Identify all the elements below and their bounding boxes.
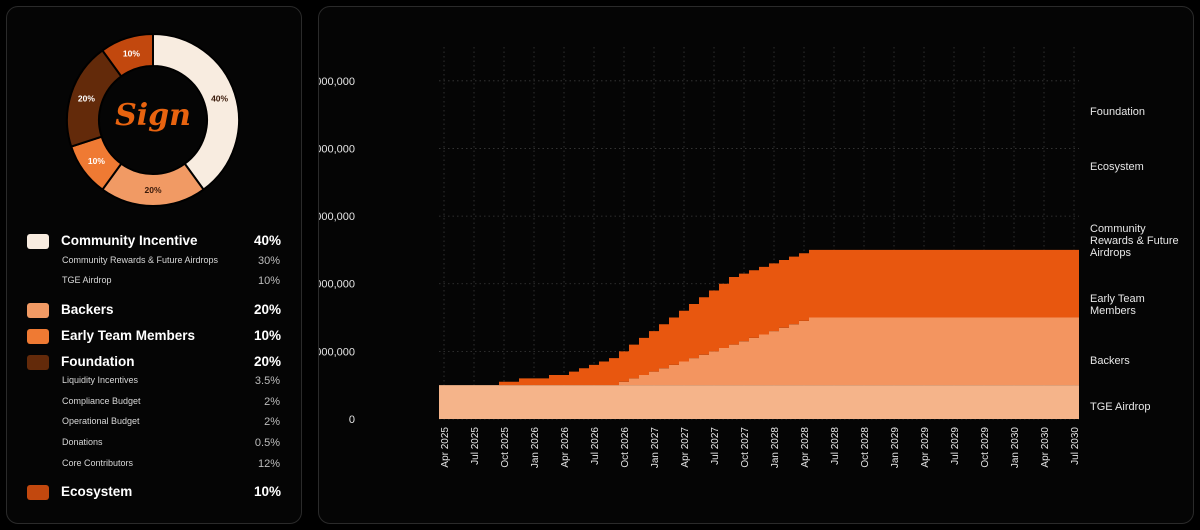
legend-sub-row: Operational Budget 2% xyxy=(62,416,280,430)
donut-slice xyxy=(152,32,240,191)
legend-sub-row: Donations 0.5% xyxy=(62,437,280,451)
y-tick-label: 2,000,000,000 xyxy=(319,346,355,358)
x-tick-label: Jul 2026 xyxy=(590,427,601,465)
area-series xyxy=(439,317,1079,386)
legend-sub-percent: 10% xyxy=(257,275,280,287)
x-tick-label: Oct 2027 xyxy=(740,427,751,468)
allocation-panel: 40% 20% 10% 20% 10% Sign Community Incentive… xyxy=(6,6,302,524)
x-tick-label: Jan 2026 xyxy=(530,427,541,469)
x-tick-label: Jan 2029 xyxy=(890,427,901,469)
vesting-chart-panel: 0 2,000,000,000 4,000,000,000 6,000,000,000… xyxy=(318,6,1194,524)
x-tick-label: Apr 2027 xyxy=(680,427,691,468)
legend-sub-percent: 30% xyxy=(257,255,280,267)
y-tick-label: 10,000,000,000 xyxy=(319,76,355,88)
legend-label: Early Team Members xyxy=(61,328,196,343)
x-tick-label: Apr 2030 xyxy=(1040,427,1051,468)
legend-sub-label: Donations xyxy=(62,437,103,447)
legend-row: Ecosystem 10% xyxy=(27,484,281,504)
legend-sub-label: TGE Airdrop xyxy=(62,275,112,285)
legend-sub-percent: 2% xyxy=(264,416,280,428)
y-tick-label: 0 xyxy=(349,414,355,426)
legend-row: Backers 20% xyxy=(27,302,281,322)
legend-sub-row: TGE Airdrop 10% xyxy=(62,275,280,289)
legend-percent: 10% xyxy=(253,328,281,343)
x-tick-label: Jul 2029 xyxy=(950,427,961,465)
legend-swatch xyxy=(27,485,49,500)
donut-slice-label: 20% xyxy=(144,185,161,195)
legend-sub-row: Liquidity Incentives 3.5% xyxy=(62,375,280,389)
legend-sub-percent: 0.5% xyxy=(254,437,280,449)
legend-sub-label: Operational Budget xyxy=(62,416,140,426)
x-tick-label: Jan 2030 xyxy=(1010,427,1021,469)
legend-row: Early Team Members 10% xyxy=(27,328,281,348)
donut-slice xyxy=(101,32,154,78)
legend-swatch xyxy=(27,234,49,249)
legend-swatch xyxy=(27,355,49,370)
legend-sub-label: Community Rewards & Future Airdrops xyxy=(62,255,219,265)
x-tick-label: Apr 2028 xyxy=(800,427,811,468)
series-label: TGE Airdrop xyxy=(1090,401,1151,413)
legend-label: Community Incentive xyxy=(61,233,198,248)
x-tick-label: Apr 2026 xyxy=(560,427,571,468)
area-series xyxy=(439,385,1079,419)
legend-swatch xyxy=(27,303,49,318)
series-label: Backers xyxy=(1090,355,1130,367)
legend-sub-label: Compliance Budget xyxy=(62,396,141,406)
series-label: Ecosystem xyxy=(1090,161,1144,173)
legend-label: Backers xyxy=(61,302,114,317)
donut-chart: 40% 20% 10% 20% 10% Sign xyxy=(66,32,240,207)
y-tick-label: 8,000,000,000 xyxy=(319,143,355,155)
legend-percent: 10% xyxy=(253,484,281,499)
legend-row: Community Incentive 40% xyxy=(27,233,281,253)
x-tick-label: Jan 2028 xyxy=(770,427,781,469)
x-tick-label: Jul 2027 xyxy=(710,427,721,465)
vesting-area-chart: 0 2,000,000,000 4,000,000,000 6,000,000,000… xyxy=(319,47,1179,469)
x-tick-labels: Apr 2025 Jul 2025 Oct 2025 Jan 2026 Apr 2026… xyxy=(440,427,1081,469)
donut-slice-label: 40% xyxy=(211,93,228,103)
series-labels: Foundation Ecosystem Community Rewards & Fu… xyxy=(1090,106,1179,413)
x-tick-label: Jul 2028 xyxy=(830,427,841,465)
x-tick-label: Oct 2026 xyxy=(620,427,631,468)
x-tick-label: Jan 2027 xyxy=(650,427,661,469)
legend-percent: 20% xyxy=(253,302,281,317)
x-tick-label: Apr 2029 xyxy=(920,427,931,468)
legend-label: Ecosystem xyxy=(61,484,133,499)
x-tick-label: Oct 2029 xyxy=(980,427,991,468)
y-tick-label: 4,000,000,000 xyxy=(319,279,355,291)
legend-sub-percent: 3.5% xyxy=(254,375,280,387)
series-label: Community Rewards & Future Airdrops xyxy=(1090,223,1179,259)
legend-percent: 40% xyxy=(253,233,281,248)
legend-sub-row: Community Rewards & Future Airdrops 30% xyxy=(62,255,280,269)
donut-slice-label: 10% xyxy=(88,156,105,166)
areas xyxy=(439,249,1079,419)
series-label: Early Team Members xyxy=(1090,293,1145,317)
sign-logo: Sign xyxy=(115,98,191,133)
area-series xyxy=(439,249,1079,386)
legend-label: Foundation xyxy=(61,354,135,369)
x-tick-label: Apr 2025 xyxy=(440,427,451,468)
legend-sub-label: Core Contributors xyxy=(62,458,134,468)
legend-percent: 20% xyxy=(253,354,281,369)
x-tick-label: Oct 2028 xyxy=(860,427,871,468)
donut-slice-label: 20% xyxy=(78,93,95,103)
donut-slice-label: 10% xyxy=(123,48,140,58)
legend-swatch xyxy=(27,329,49,344)
legend-sub-label: Liquidity Incentives xyxy=(62,375,139,385)
x-tick-label: Jul 2030 xyxy=(1070,427,1081,465)
series-label: Foundation xyxy=(1090,106,1145,118)
legend-sub-row: Compliance Budget 2% xyxy=(62,396,280,410)
legend-row: Foundation 20% xyxy=(27,354,281,374)
legend-sub-row: Core Contributors 12% xyxy=(62,458,280,472)
legend-sub-percent: 2% xyxy=(264,396,280,408)
legend-sub-percent: 12% xyxy=(257,458,280,470)
x-tick-label: Oct 2025 xyxy=(500,427,511,468)
x-tick-label: Jul 2025 xyxy=(470,427,481,465)
y-tick-label: 6,000,000,000 xyxy=(319,211,355,223)
y-tick-labels: 0 2,000,000,000 4,000,000,000 6,000,000,000… xyxy=(319,76,355,426)
